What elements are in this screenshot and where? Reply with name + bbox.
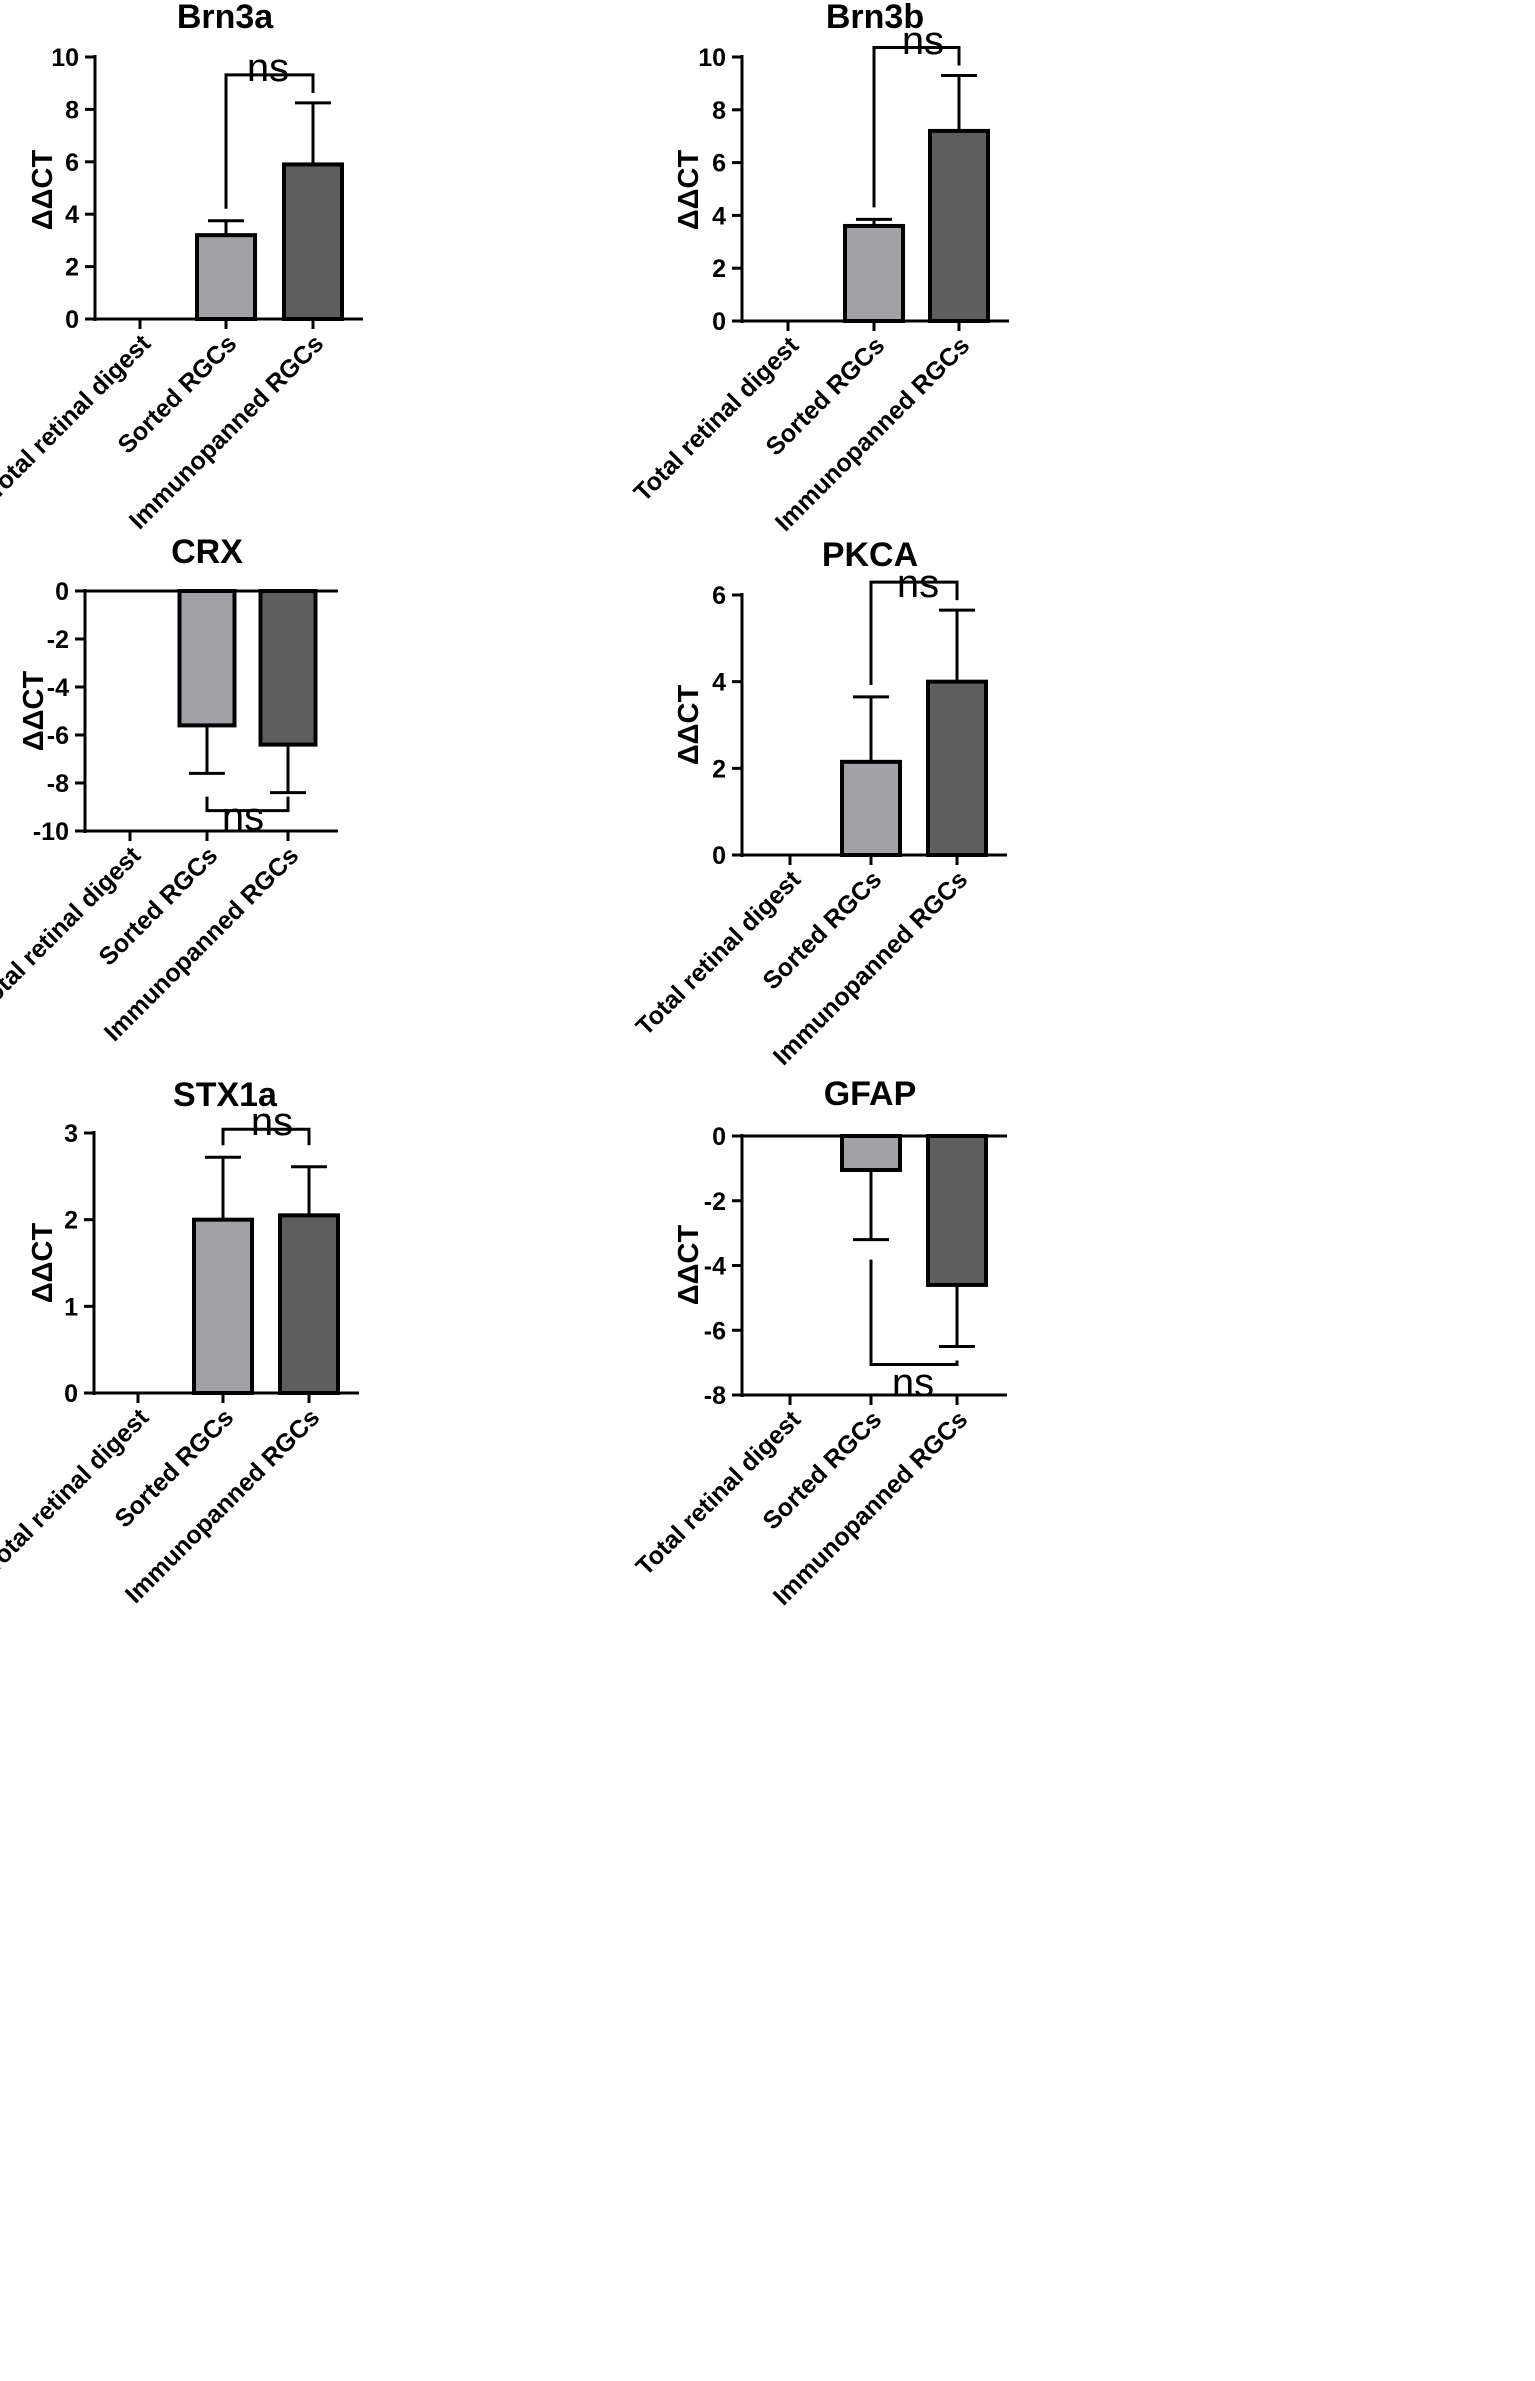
y-tick-label: 0 xyxy=(712,308,726,336)
significance-label: ns xyxy=(222,795,264,839)
y-tick-label: 4 xyxy=(712,669,726,697)
significance-label: ns xyxy=(247,46,289,90)
x-tick-label: Total retinal digest xyxy=(629,331,805,507)
significance-bracket xyxy=(869,1259,959,1366)
y-axis-label: ΔΔCT xyxy=(673,1225,705,1306)
bar-2 xyxy=(177,589,237,728)
bar-2 xyxy=(192,1217,254,1395)
bar-3 xyxy=(258,589,318,747)
y-tick-label: -10 xyxy=(33,818,69,846)
y-tick-label: -6 xyxy=(47,722,69,750)
bar-3 xyxy=(928,128,990,323)
y-tick-label: 4 xyxy=(65,201,79,229)
y-tick-label: 10 xyxy=(698,44,726,72)
significance-label: ns xyxy=(251,1100,293,1144)
y-tick-label: -8 xyxy=(47,770,69,798)
y-tick-label: 1 xyxy=(64,1293,78,1321)
y-tick-label: -2 xyxy=(704,1188,726,1216)
bar-2 xyxy=(195,233,257,321)
chart-title: PKCA xyxy=(822,536,918,574)
y-axis-label: ΔΔCT xyxy=(27,1223,59,1304)
y-tick-label: 0 xyxy=(65,306,79,334)
bar-3 xyxy=(282,162,344,321)
bar-3 xyxy=(926,679,988,858)
chart-title: Brn3b xyxy=(826,0,924,36)
significance-label: ns xyxy=(902,19,944,63)
y-tick-label: -2 xyxy=(47,626,69,654)
y-tick-label: 2 xyxy=(65,254,79,282)
bar-2 xyxy=(840,1134,902,1172)
y-tick-label: 8 xyxy=(712,97,726,125)
y-tick-label: 10 xyxy=(51,44,79,72)
y-axis-label: ΔΔCT xyxy=(673,150,705,231)
y-tick-label: 2 xyxy=(712,255,726,283)
y-tick-label: -4 xyxy=(704,1253,726,1281)
y-tick-label: 0 xyxy=(64,1380,78,1408)
y-tick-label: -6 xyxy=(704,1317,726,1345)
significance-label: ns xyxy=(897,562,939,606)
chart-title: STX1a xyxy=(173,1076,278,1114)
y-axis-label: ΔΔCT xyxy=(673,685,705,766)
significance-bracket xyxy=(224,73,315,209)
bar-3 xyxy=(278,1213,340,1396)
bar-2 xyxy=(843,223,905,324)
y-tick-label: 0 xyxy=(55,578,69,606)
y-tick-label: 4 xyxy=(712,202,726,230)
y-tick-label: 6 xyxy=(65,149,79,177)
significance-bracket xyxy=(205,796,290,813)
y-tick-label: 2 xyxy=(712,755,726,783)
significance-bracket xyxy=(221,1127,311,1146)
y-tick-label: 6 xyxy=(712,150,726,178)
y-tick-label: 3 xyxy=(64,1120,78,1148)
x-tick-label: Total retinal digest xyxy=(0,329,157,505)
y-tick-label: 6 xyxy=(712,582,726,610)
y-tick-label: -4 xyxy=(47,674,69,702)
bar-2 xyxy=(840,759,902,857)
y-tick-label: 0 xyxy=(712,842,726,870)
y-axis-label: ΔΔCT xyxy=(18,671,50,752)
chart-title: Brn3a xyxy=(177,0,274,36)
significance-bracket xyxy=(872,45,961,208)
significance-bracket xyxy=(869,580,959,685)
chart-title: CRX xyxy=(171,533,243,571)
y-tick-label: 0 xyxy=(712,1123,726,1151)
chart-title: GFAP xyxy=(824,1075,917,1113)
y-tick-label: 2 xyxy=(64,1207,78,1235)
y-tick-label: -8 xyxy=(704,1382,726,1410)
bar-3 xyxy=(926,1134,988,1287)
y-tick-label: 8 xyxy=(65,96,79,124)
significance-label: ns xyxy=(892,1361,934,1405)
y-axis-label: ΔΔCT xyxy=(27,150,59,231)
